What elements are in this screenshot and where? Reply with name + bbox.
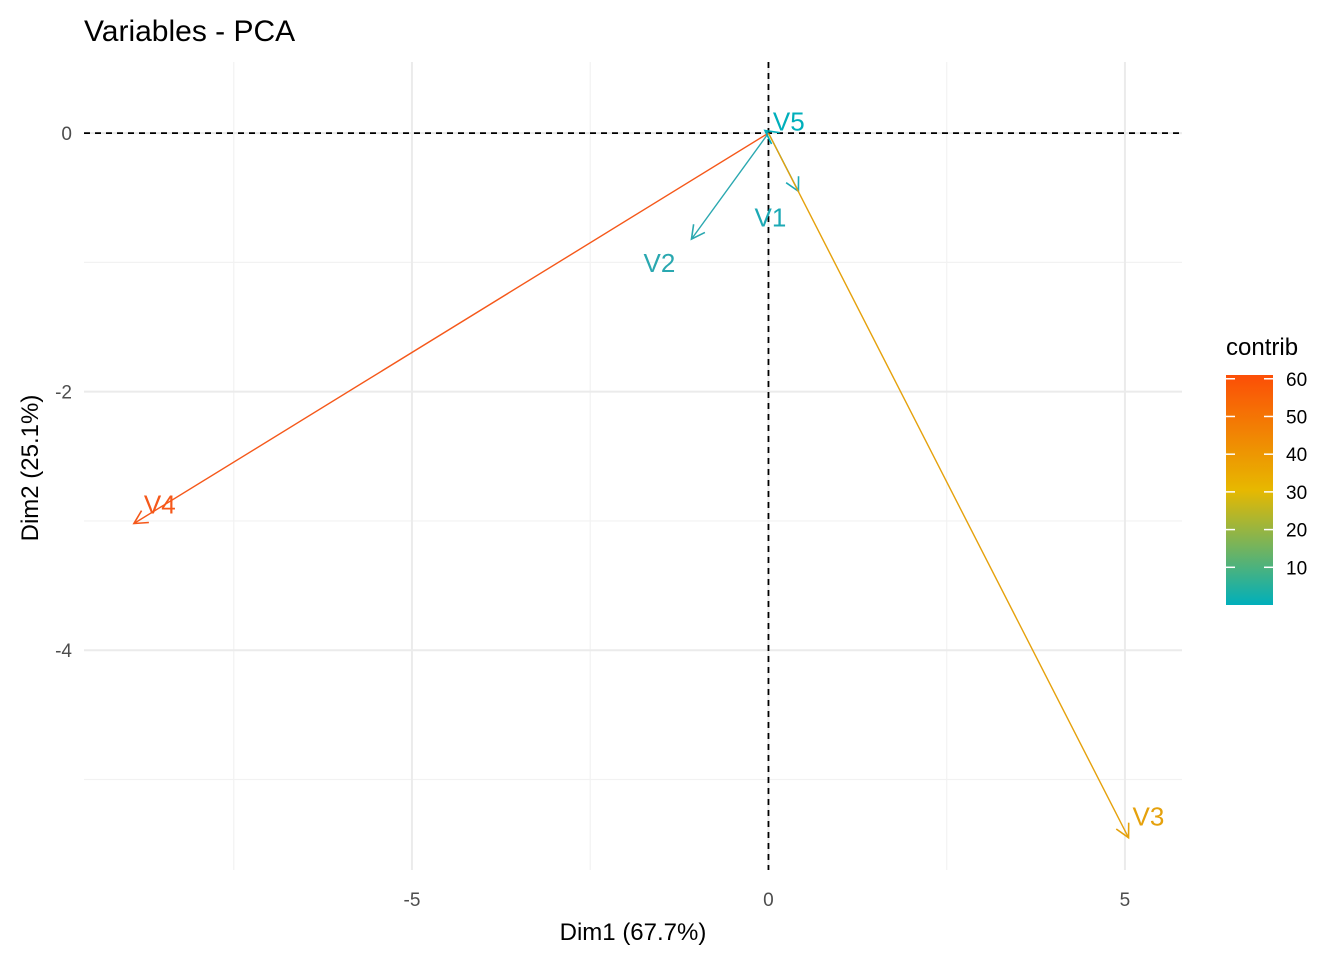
arrow-v3 — [767, 132, 1130, 840]
arrow-v4 — [132, 132, 769, 525]
reference-lines — [84, 62, 1182, 870]
label-v2: V2 — [644, 248, 676, 278]
y-tick-label: -2 — [55, 383, 72, 404]
legend-tick-label: 40 — [1286, 445, 1307, 466]
chart-title: Variables - PCA — [84, 15, 295, 48]
label-v4: V4 — [144, 490, 176, 520]
x-tick-label: -5 — [404, 890, 421, 911]
arrow-shaft — [133, 132, 769, 525]
x-tick-label: 0 — [763, 890, 774, 911]
x-axis-title: Dim1 (67.7%) — [560, 919, 707, 946]
legend-tick-label: 30 — [1286, 483, 1307, 504]
y-tick-label: -4 — [55, 641, 72, 662]
legend-title: contrib — [1226, 334, 1298, 361]
legend-tick-label: 20 — [1286, 521, 1307, 542]
label-v1: V1 — [755, 202, 787, 232]
arrow-shaft — [767, 132, 1130, 838]
x-tick-label: 5 — [1120, 890, 1131, 911]
y-axis-title: Dim2 (25.1%) — [17, 395, 44, 542]
variable-arrows — [132, 129, 1130, 840]
arrow-shaft — [690, 132, 770, 240]
arrow-head — [763, 129, 780, 145]
minor-gridlines — [84, 62, 1182, 870]
variable-labels: V1 V2 V3 V4 V5 — [144, 107, 1164, 832]
major-gridlines — [84, 62, 1182, 870]
arrow-v5 — [763, 129, 780, 145]
legend-colorbar — [1226, 375, 1273, 605]
label-v3: V3 — [1133, 802, 1165, 832]
y-axis-ticks: 0 -2 -4 — [55, 124, 72, 662]
y-tick-label: 0 — [61, 124, 72, 145]
legend-ticks: 10 20 30 40 50 60 — [1226, 370, 1307, 579]
arrow-head — [690, 224, 706, 241]
arrow-head — [1115, 822, 1130, 840]
x-axis-ticks: -5 0 5 — [404, 890, 1131, 911]
legend-tick-label: 10 — [1286, 558, 1307, 579]
arrow-v2 — [690, 132, 770, 241]
label-v5: V5 — [773, 107, 805, 137]
legend-tick-label: 60 — [1286, 370, 1307, 391]
arrow-head — [132, 510, 149, 525]
legend-tick-label: 50 — [1286, 407, 1307, 428]
contrib-legend: contrib 10 20 30 40 50 60 — [1226, 334, 1307, 605]
